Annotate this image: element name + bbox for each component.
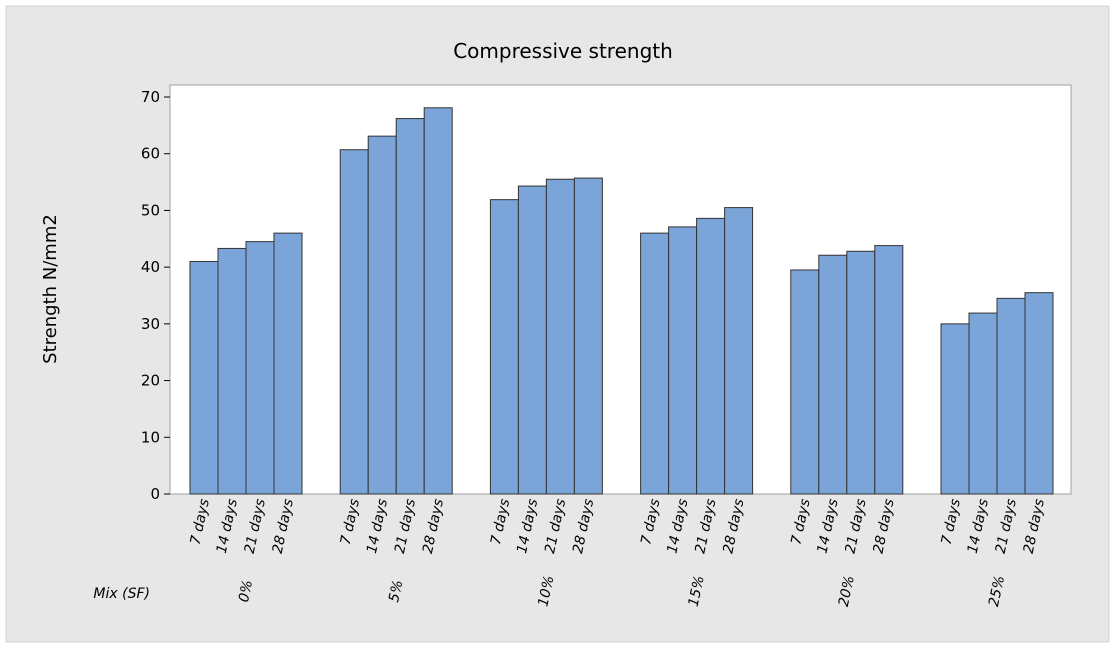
group-label: 10% xyxy=(535,574,557,608)
bar xyxy=(996,297,1026,495)
bar xyxy=(874,245,904,495)
bar xyxy=(790,269,820,495)
bar xyxy=(545,178,575,495)
y-tick-label: 70 xyxy=(141,88,160,106)
bar xyxy=(696,217,726,495)
bar xyxy=(423,107,453,495)
group-label: 0% xyxy=(236,579,256,604)
group-label: 20% xyxy=(836,574,858,608)
bar xyxy=(489,199,519,495)
chart-title: Compressive strength xyxy=(453,39,673,63)
y-tick-label: 60 xyxy=(141,145,160,163)
group-label: 15% xyxy=(686,574,708,608)
bar xyxy=(517,185,547,495)
bar xyxy=(940,323,970,495)
bar xyxy=(395,118,425,495)
group-label: 25% xyxy=(986,574,1008,608)
y-tick-label: 20 xyxy=(141,372,160,390)
bar xyxy=(189,260,219,495)
y-axis-label: Strength N/mm2 xyxy=(40,214,61,364)
bar xyxy=(573,177,603,495)
bar xyxy=(339,149,369,495)
bar xyxy=(724,207,754,495)
y-tick-label: 40 xyxy=(141,258,160,276)
bar xyxy=(668,226,698,495)
bar xyxy=(273,232,303,495)
y-tick-label: 50 xyxy=(141,201,160,219)
group-label: 5% xyxy=(386,579,406,604)
y-tick-label: 10 xyxy=(141,428,160,446)
bar xyxy=(367,135,397,495)
bar xyxy=(640,232,670,495)
bar xyxy=(818,254,848,495)
bar xyxy=(968,312,998,495)
plot-area xyxy=(169,84,1072,495)
y-tick-label: 30 xyxy=(141,315,160,333)
bar xyxy=(846,250,876,495)
y-tick-label: 0 xyxy=(150,485,160,503)
bar xyxy=(1024,292,1054,495)
bar xyxy=(245,241,275,495)
bar xyxy=(217,247,247,495)
group-axis-label: Mix (SF) xyxy=(93,586,150,602)
